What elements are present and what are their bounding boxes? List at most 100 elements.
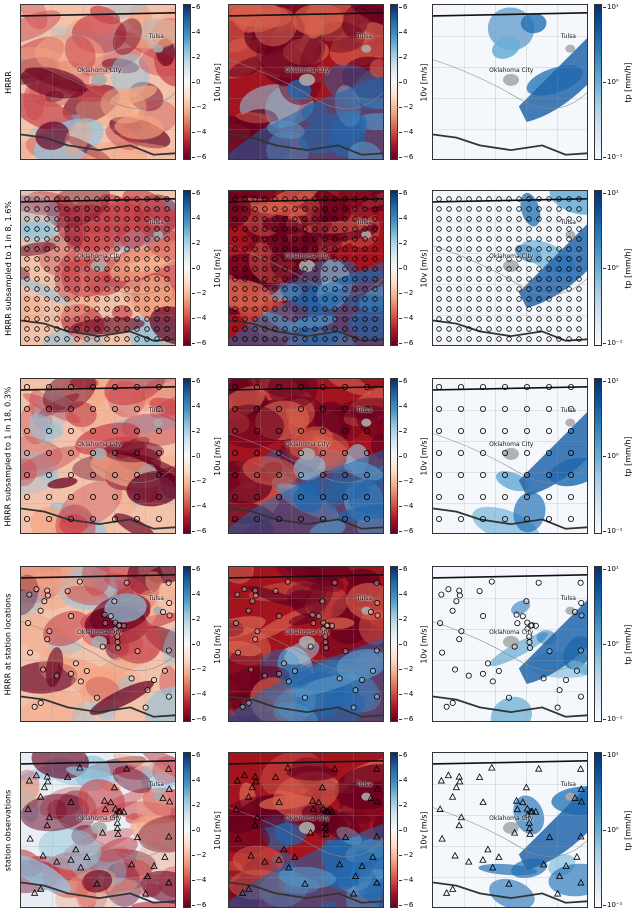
sample-marker — [372, 256, 378, 262]
station-marker — [68, 613, 75, 620]
sample-marker — [476, 196, 482, 202]
sample-marker — [164, 196, 170, 202]
station-marker — [546, 648, 553, 655]
station-marker — [449, 699, 456, 706]
station-marker — [373, 797, 382, 805]
city-label-tulsa: Tulsa — [356, 33, 372, 41]
sample-marker — [94, 266, 100, 272]
map-panel-tp: Oklahoma City Tulsa — [432, 378, 588, 534]
station-marker — [331, 579, 338, 586]
sample-marker — [24, 515, 30, 522]
sample-marker — [546, 246, 552, 252]
sample-marker — [352, 326, 358, 332]
station-marker — [514, 620, 521, 627]
map-panel-10u: Oklahoma City Tulsa — [20, 378, 176, 534]
map-panel-10u: Oklahoma City Tulsa — [20, 752, 176, 908]
sample-marker — [342, 326, 348, 332]
sample-marker — [556, 206, 562, 212]
sample-marker — [242, 216, 248, 222]
sample-marker — [242, 246, 248, 252]
colorbar-10u — [183, 566, 191, 722]
station-marker — [111, 598, 118, 605]
colorbar-tick: −4 — [398, 876, 414, 884]
station-marker — [437, 776, 446, 784]
station-marker — [43, 772, 51, 780]
station-marker — [328, 807, 336, 815]
sample-marker — [526, 276, 532, 282]
city-label-tulsa: Tulsa — [356, 219, 372, 227]
field-map — [21, 379, 175, 533]
sample-marker — [272, 336, 278, 342]
city-label-okc: Oklahoma City — [285, 253, 330, 261]
station-marker — [489, 863, 497, 871]
colorbar-tick: 2 — [191, 427, 201, 435]
station-marker — [476, 588, 483, 595]
station-marker — [27, 649, 34, 656]
station-marker — [577, 579, 584, 586]
sample-marker — [546, 316, 552, 322]
sample-marker — [516, 206, 522, 212]
station-marker — [122, 764, 131, 772]
sample-marker — [332, 206, 338, 212]
sample-marker — [576, 276, 582, 282]
colorbar-label: tp [mm/h] — [623, 247, 633, 289]
station-marker — [310, 620, 317, 627]
sample-marker — [372, 236, 378, 242]
sample-marker — [576, 296, 582, 302]
sample-marker — [154, 316, 160, 322]
station-marker — [40, 666, 47, 673]
map-panel-10v: Oklahoma City Tulsa — [228, 378, 384, 534]
sample-marker — [272, 316, 278, 322]
sample-marker — [124, 216, 130, 222]
sample-marker — [436, 336, 442, 342]
sample-marker — [566, 296, 572, 302]
sample-marker — [54, 226, 60, 232]
sample-marker — [576, 226, 582, 232]
sample-marker — [154, 206, 160, 212]
sample-marker — [546, 428, 553, 435]
sample-marker — [282, 226, 288, 232]
sample-marker — [526, 306, 532, 312]
sample-marker — [134, 246, 140, 252]
sample-marker — [54, 206, 60, 212]
station-marker — [495, 853, 503, 860]
sample-marker — [466, 266, 472, 272]
sample-marker — [546, 266, 552, 272]
colorbar-tick: 4 — [191, 28, 201, 36]
sample-marker — [74, 276, 80, 282]
station-marker — [369, 667, 376, 674]
station-marker — [114, 829, 122, 837]
sample-marker — [298, 472, 305, 479]
sample-marker — [436, 216, 442, 222]
sample-marker — [332, 296, 338, 302]
sample-marker — [466, 316, 472, 322]
colorbar-tick: −4 — [191, 876, 207, 884]
sample-marker — [134, 326, 140, 332]
sample-marker — [90, 384, 97, 390]
sample-marker — [566, 236, 572, 242]
sample-marker — [114, 236, 120, 242]
station-marker — [241, 586, 248, 593]
sample-marker — [68, 450, 75, 457]
sample-marker — [506, 286, 512, 292]
sample-marker — [104, 286, 110, 292]
station-marker — [101, 611, 108, 618]
station-marker — [321, 824, 330, 832]
station-marker — [438, 834, 446, 842]
sample-marker — [566, 326, 572, 332]
sample-marker — [253, 450, 260, 457]
sample-marker — [436, 316, 442, 322]
sample-marker — [154, 256, 160, 262]
sample-marker — [436, 206, 442, 212]
sample-marker — [546, 196, 552, 202]
sample-marker — [456, 306, 462, 312]
sample-marker — [112, 405, 119, 412]
city-label-tulsa: Tulsa — [560, 33, 576, 41]
station-marker — [72, 660, 79, 667]
sample-marker — [272, 226, 278, 232]
sample-marker — [124, 246, 130, 252]
sample-marker — [342, 266, 348, 272]
sample-marker — [466, 326, 472, 332]
city-label-tulsa: Tulsa — [356, 595, 372, 603]
sample-marker — [546, 405, 553, 412]
